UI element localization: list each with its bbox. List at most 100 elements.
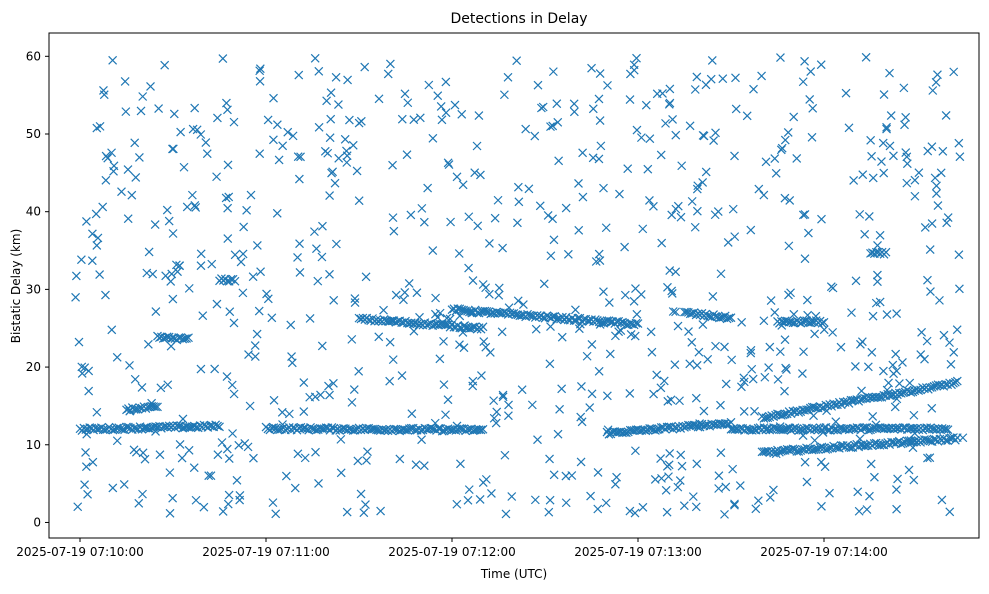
data-point [802,295,812,305]
data-point [601,223,611,233]
data-point [443,158,453,168]
data-point [149,402,159,412]
data-point [668,307,678,316]
data-point [344,115,354,125]
data-point [136,106,146,116]
data-point [458,180,468,190]
data-point [806,67,816,77]
data-point [649,389,659,399]
data-point [920,223,930,232]
data-point [846,443,856,453]
data-point [179,162,189,172]
data-point [491,418,501,428]
data-point [486,309,496,319]
data-point [879,90,889,99]
data-point [582,351,592,361]
data-point [108,55,118,65]
data-point [235,495,245,505]
data-point [594,366,604,376]
data-point [468,381,478,391]
data-point [780,335,790,345]
data-point [213,421,222,431]
data-point [498,392,508,402]
data-point [478,478,488,488]
data-point [494,290,504,300]
data-points [71,52,968,519]
data-point [805,94,815,104]
data-point [668,114,677,124]
data-point [255,149,265,159]
data-point [737,317,747,327]
data-point [665,449,675,458]
data-point [533,435,542,445]
data-point [452,499,462,509]
data-point [349,385,359,394]
data-point [242,205,252,215]
data-point [123,214,133,224]
data-point [311,244,321,254]
data-point [922,336,932,346]
data-point [931,77,941,87]
data-point [138,92,148,101]
data-point [636,289,646,299]
data-point [625,506,635,516]
data-point [692,360,702,370]
data-point [524,184,534,194]
data-point [632,53,641,63]
data-point [262,289,271,299]
data-point [274,155,284,165]
data-point [263,294,273,304]
data-point [574,225,584,235]
y-axis-label: Bistatic Delay (km) [9,229,23,344]
data-point [362,456,371,465]
data-point [601,498,611,508]
data-point [240,439,250,448]
x-tick-label: 2025-07-19 07:11:00 [202,545,329,559]
data-point [252,329,262,339]
data-point [853,487,863,497]
data-point [168,144,177,154]
data-point [690,85,700,94]
data-point [383,69,393,79]
data-point [798,210,808,220]
data-point [889,369,898,379]
data-point [817,442,827,452]
data-point [155,450,165,460]
data-point [768,485,778,495]
data-point [807,132,817,142]
data-point [230,276,240,286]
data-point [724,313,734,323]
data-point [517,385,527,395]
data-point [236,257,246,267]
data-point [388,355,398,365]
data-point [472,141,482,151]
data-point [873,277,882,287]
data-point [548,214,558,224]
data-point [101,175,111,185]
data-point [680,307,689,317]
data-point [792,154,802,163]
data-point [343,75,353,85]
data-point [810,435,820,445]
data-point [479,337,489,346]
data-point [493,195,503,205]
data-point [909,410,919,420]
data-point [746,345,756,355]
data-point [548,67,558,77]
data-point [388,213,398,223]
data-point [272,208,282,218]
data-point [435,308,445,318]
data-point [665,84,675,94]
data-point [457,109,467,119]
data-point [879,366,888,376]
data-point [198,311,208,321]
data-point [439,380,449,390]
data-point [930,173,940,183]
data-point [175,439,185,449]
data-point [923,146,933,156]
data-point [603,80,612,90]
data-point [585,403,595,412]
data-point [826,282,836,292]
data-point [728,204,738,214]
